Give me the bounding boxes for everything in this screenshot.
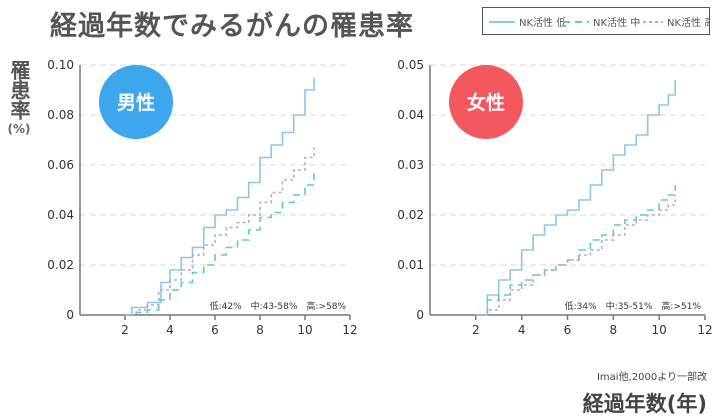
series-line-1-1 — [475, 185, 677, 316]
x-tick-label-1-2: 6 — [564, 323, 572, 337]
x-tick-label-1-1: 4 — [518, 323, 526, 337]
y-tick-label-1-2: 0.02 — [397, 208, 424, 222]
source-note: Imai他,2000より一部改 — [596, 372, 707, 383]
series-line-1-2 — [475, 195, 677, 316]
y-tick-label-0-1: 0.02 — [47, 258, 74, 272]
x-tick-label-0-0: 2 — [121, 323, 129, 337]
badge-circle-0 — [99, 65, 173, 139]
badge-label-0: 男性 — [117, 91, 155, 114]
x-tick-label-0-4: 10 — [297, 323, 312, 337]
x-axis-label: 経過年数(年) — [582, 392, 707, 416]
legend-label-0: NK活性 低 — [519, 16, 566, 29]
y-tick-label-1-4: 0.04 — [397, 108, 424, 122]
series-line-0-1 — [125, 170, 315, 316]
x-tick-label-0-1: 4 — [166, 323, 174, 337]
legend-label-2: NK活性 高 — [667, 16, 710, 29]
y-tick-label-0-4: 0.08 — [47, 108, 74, 122]
page-title: 経過年数でみるがんの罹患率 — [50, 11, 414, 42]
y-tick-label-1-0: 0 — [416, 308, 424, 322]
y-tick-label-1-5: 0.05 — [397, 58, 424, 72]
y-tick-label-1-3: 0.03 — [397, 158, 424, 172]
legend-label-1: NK活性 中 — [593, 16, 640, 29]
x-tick-label-1-4: 10 — [652, 323, 667, 337]
legend: NK活性 低 NK活性 中 NK活性 高 — [482, 7, 710, 35]
y-axis-title: 罹患率 — [7, 60, 31, 120]
y-tick-label-0-5: 0.10 — [47, 58, 74, 72]
x-tick-label-0-5: 12 — [342, 323, 357, 337]
x-tick-label-1-5: 12 — [697, 323, 712, 337]
y-axis-unit: (%) — [7, 122, 31, 136]
x-tick-label-1-0: 2 — [472, 323, 480, 337]
y-axis-label: 罹患率 (%) — [3, 60, 35, 136]
annotation-0: 低:42% 中:43-58% 高:>58% — [210, 300, 347, 312]
x-tick-label-0-3: 8 — [256, 323, 264, 337]
y-tick-label-1-1: 0.01 — [397, 258, 424, 272]
chart-female: 0 0.01 0.02 0.03 0.04 0.05 2 4 6 8 10 12 女性低:34% 中:3… — [397, 58, 712, 337]
series-line-0-2 — [125, 147, 315, 316]
chart-male: 0 0.02 0.04 0.06 0.08 0.10 2 4 6 8 10 12 男性低:42% 中:4… — [47, 58, 357, 337]
badge-circle-1 — [449, 65, 523, 139]
x-tick-label-0-2: 6 — [211, 323, 219, 337]
y-tick-label-0-0: 0 — [66, 308, 74, 322]
series-line-0-0 — [125, 77, 315, 316]
annotation-1: 低:34% 中:35-51% 高:>51% — [565, 300, 702, 312]
y-tick-label-0-3: 0.06 — [47, 158, 74, 172]
y-tick-label-0-2: 0.04 — [47, 208, 74, 222]
series-line-1-0 — [475, 80, 677, 316]
badge-label-1: 女性 — [467, 91, 505, 114]
x-tick-label-1-3: 8 — [610, 323, 618, 337]
